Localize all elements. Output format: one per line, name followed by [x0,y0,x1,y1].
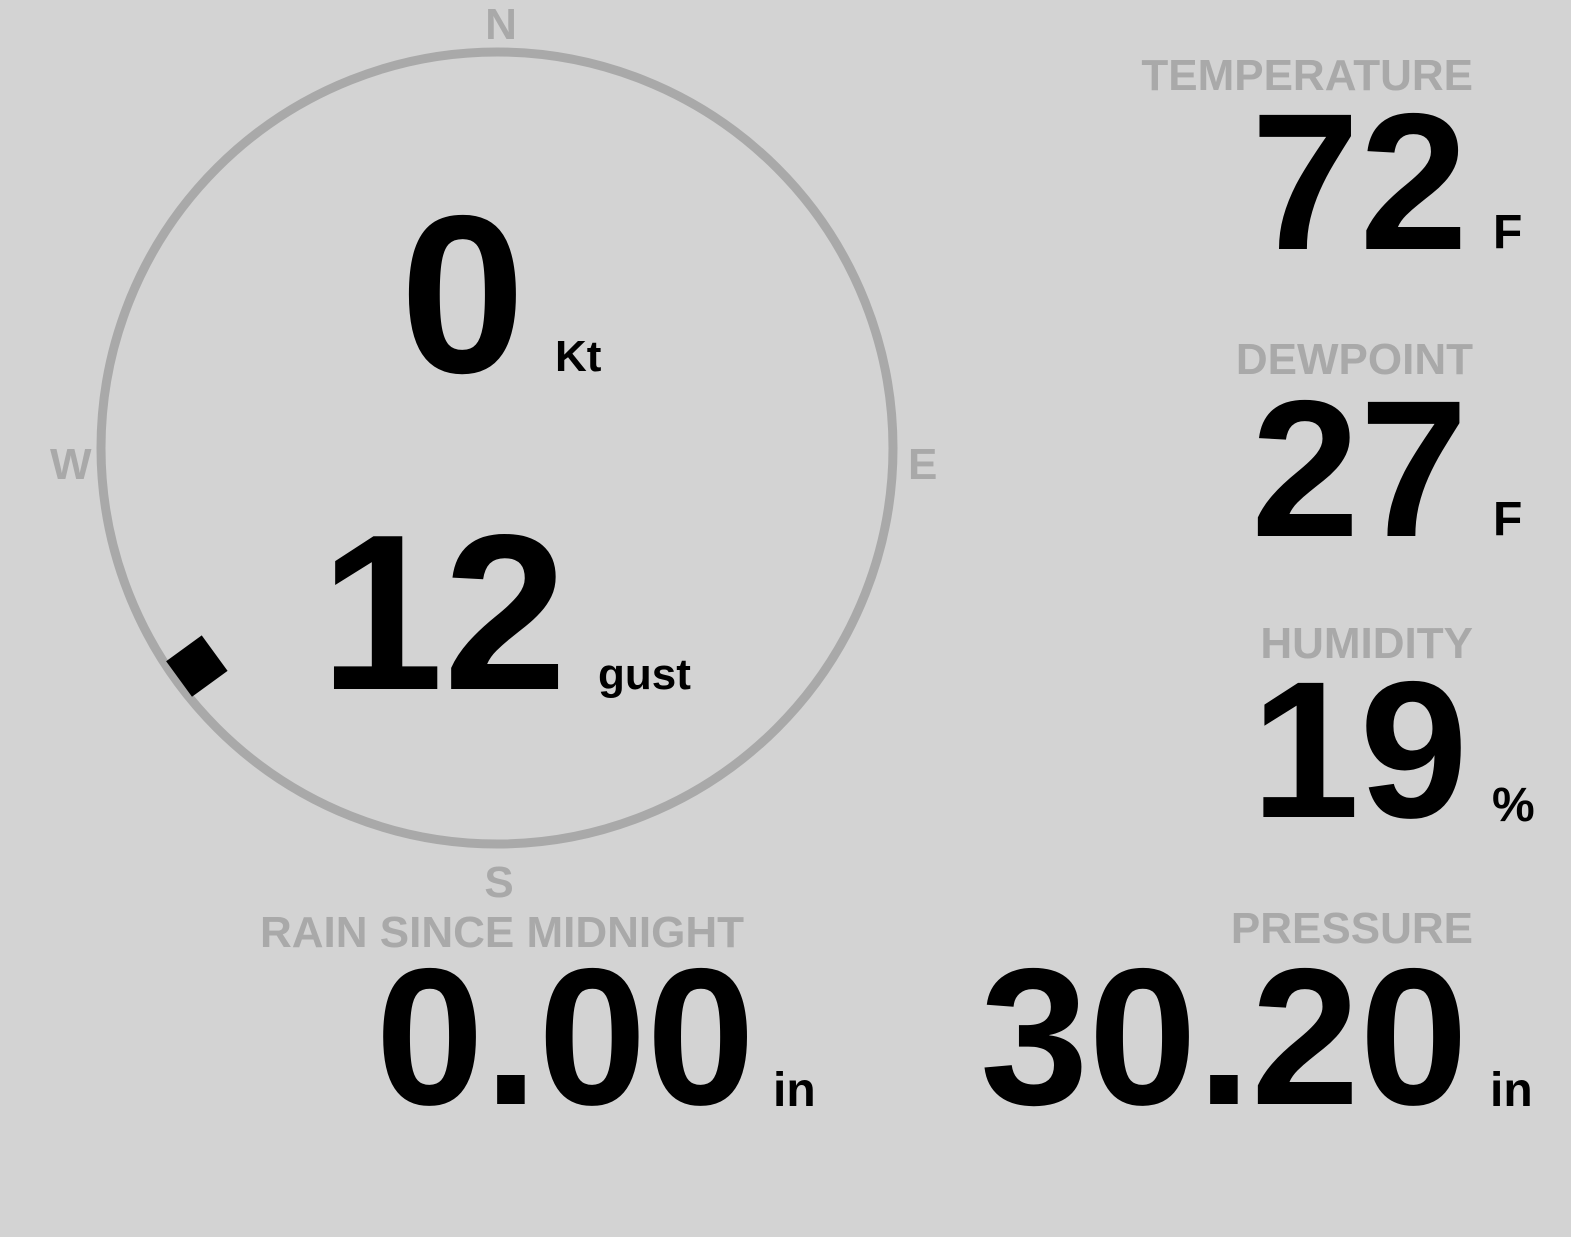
pressure-label: PRESSURE [1230,904,1473,953]
humidity-label: HUMIDITY [1260,619,1473,668]
temperature-label: TEMPERATURE [1141,51,1473,100]
compass-east: E [908,440,938,489]
wind-gust-unit: gust [598,650,691,699]
pressure-unit: in [1490,1064,1533,1117]
dewpoint-label: DEWPOINT [1235,335,1473,384]
wind-speed-value: 0 [400,168,526,420]
rain-unit: in [773,1064,816,1117]
temperature-value: 72 [1251,73,1468,291]
compass-ring [96,47,898,849]
pressure-value: 30.20 [980,928,1468,1146]
wind-direction-marker [166,635,228,697]
wind-gust-value: 12 [320,489,567,737]
dewpoint-value: 27 [1251,360,1468,578]
compass-south: S [484,858,514,907]
rain-value: 0.00 [375,928,755,1146]
compass-west: W [50,440,92,489]
humidity-unit: % [1492,779,1535,832]
humidity-value: 19 [1251,641,1468,859]
compass-north: N [485,0,517,49]
dewpoint-unit: F [1493,493,1523,546]
rain-label: RAIN SINCE MIDNIGHT [260,908,744,957]
wind-speed-unit: Kt [555,332,602,381]
temperature-unit: F [1493,206,1523,259]
